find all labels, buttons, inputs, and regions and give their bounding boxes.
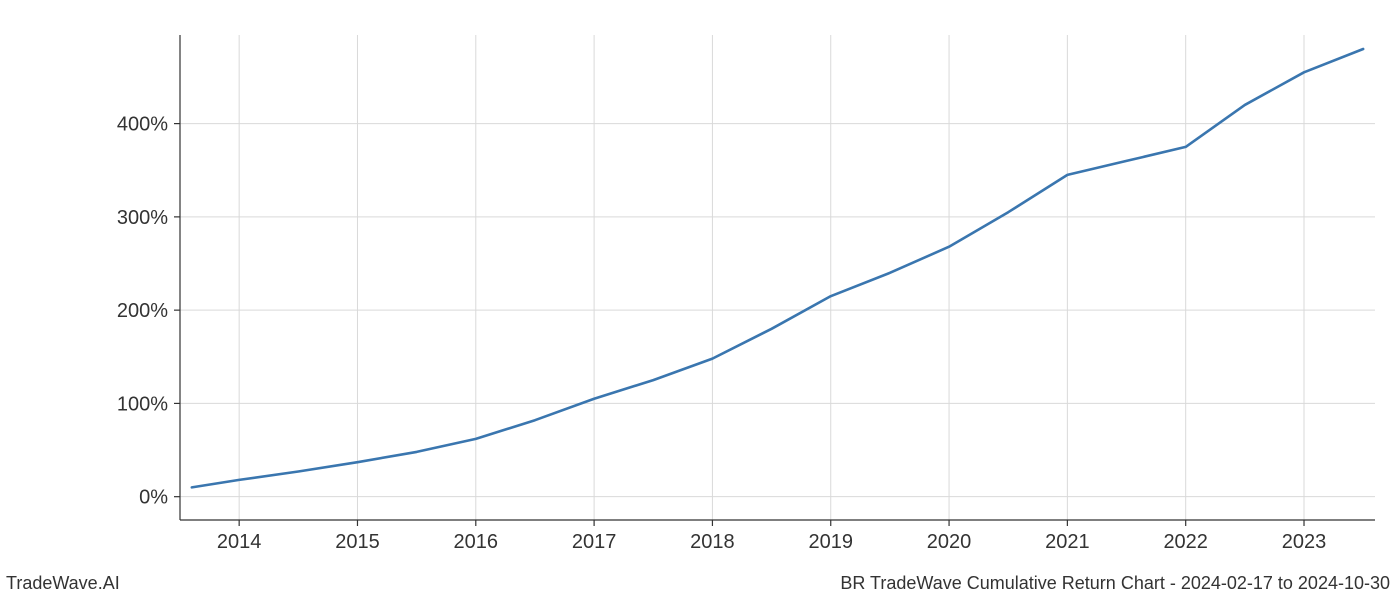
- svg-text:2016: 2016: [454, 531, 499, 553]
- svg-text:100%: 100%: [117, 393, 168, 415]
- footer-chart-caption: BR TradeWave Cumulative Return Chart - 2…: [840, 573, 1390, 594]
- svg-text:2017: 2017: [572, 531, 617, 553]
- svg-text:2019: 2019: [808, 531, 853, 553]
- svg-text:200%: 200%: [117, 300, 168, 322]
- svg-text:300%: 300%: [117, 207, 168, 229]
- svg-text:2014: 2014: [217, 531, 262, 553]
- svg-text:400%: 400%: [117, 114, 168, 136]
- svg-text:2015: 2015: [335, 531, 380, 553]
- footer-brand-label: TradeWave.AI: [6, 573, 120, 594]
- cumulative-return-chart: 2014 2015 2016 2017 2018 2019 2020 2021 2022 2023…: [0, 0, 1400, 600]
- svg-text:2020: 2020: [927, 531, 972, 553]
- svg-text:2018: 2018: [690, 531, 735, 553]
- svg-text:2021: 2021: [1045, 531, 1090, 553]
- svg-text:2023: 2023: [1282, 531, 1327, 553]
- svg-text:2022: 2022: [1163, 531, 1208, 553]
- svg-text:0%: 0%: [139, 487, 168, 509]
- chart-svg: 2014 2015 2016 2017 2018 2019 2020 2021 2022 2023…: [0, 0, 1400, 600]
